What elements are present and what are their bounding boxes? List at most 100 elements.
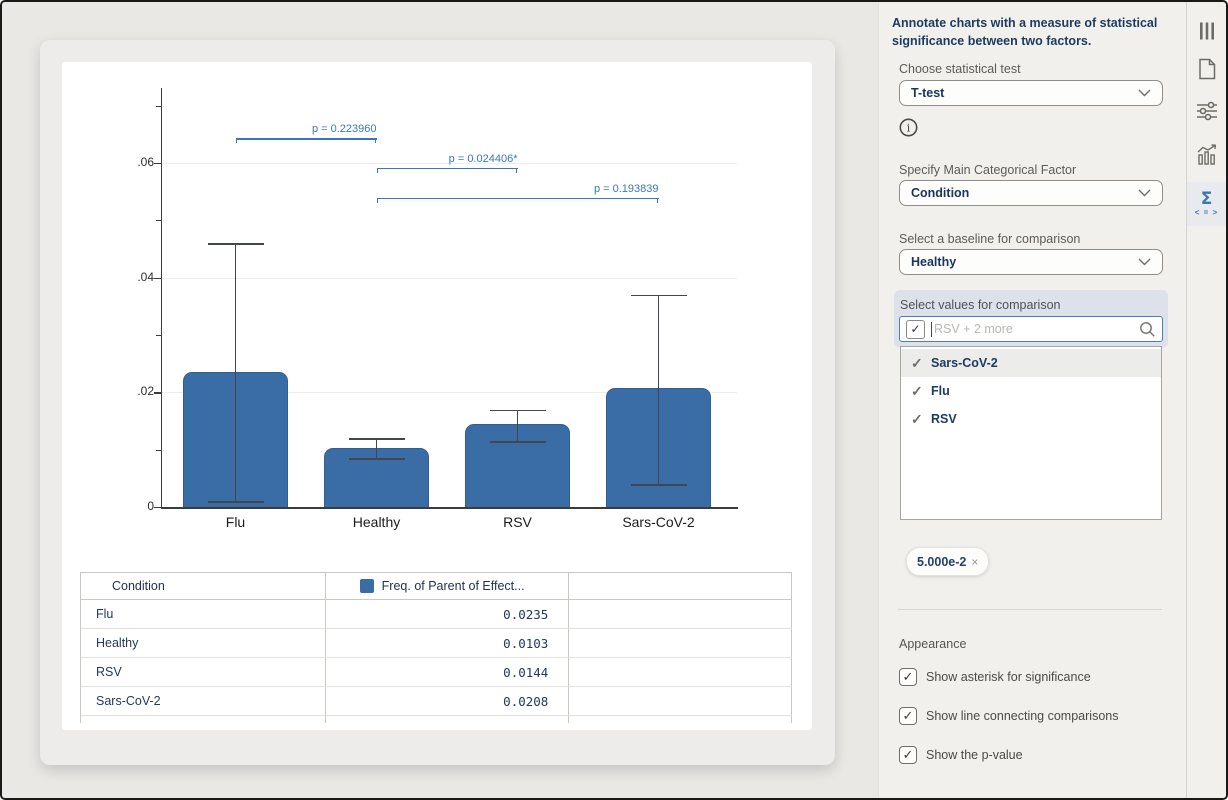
columns-icon[interactable] xyxy=(1187,16,1226,46)
y-axis-tick-label: .04 xyxy=(137,269,154,284)
cell-condition[interactable]: Healthy xyxy=(81,629,326,658)
y-axis-tick-label: .02 xyxy=(137,384,154,399)
error-bar-cap-bottom xyxy=(207,501,264,503)
checkbox-show-asterisk-for-significance[interactable]: ✓ xyxy=(899,668,917,686)
error-bar-cap-bottom xyxy=(630,484,687,486)
comparison-bracket xyxy=(235,138,377,140)
checkbox-show-line-connecting-comparisons[interactable]: ✓ xyxy=(899,707,917,725)
main-factor-select[interactable]: Condition xyxy=(899,180,1163,206)
table-header-condition[interactable]: Condition xyxy=(81,573,326,600)
table-row-rsv: RSV 0.0144 xyxy=(81,658,792,687)
cell-frequency[interactable]: 0.0144 xyxy=(325,658,570,687)
baseline-label: Select a baseline for comparison xyxy=(899,232,1081,246)
x-axis-label-flu: Flu xyxy=(225,514,246,530)
table-header-empty[interactable] xyxy=(569,573,792,600)
p-value-label: p = 0.024406* xyxy=(448,153,518,166)
gridline xyxy=(162,162,737,164)
search-icon[interactable] xyxy=(1139,321,1156,338)
comparison-option-rsv[interactable]: ✓ RSV xyxy=(901,405,1161,433)
cell-condition[interactable]: RSV xyxy=(81,658,326,687)
comparison-option-flu[interactable]: ✓ Flu xyxy=(901,377,1161,405)
y-axis-line xyxy=(160,88,162,508)
checkbox-label: Show line connecting comparisons xyxy=(926,709,1119,723)
chevron-down-icon xyxy=(1138,89,1151,97)
table-row-healthy: Healthy 0.0103 xyxy=(81,629,792,658)
error-bar-cap-top xyxy=(348,438,405,440)
alpha-chip-value: 5.000e-2 xyxy=(917,554,967,569)
error-bar-cap-bottom xyxy=(348,458,405,460)
error-bar-flu xyxy=(234,243,237,502)
table-row-partial xyxy=(81,716,792,723)
check-icon: ✓ xyxy=(911,382,923,399)
comparison-option-sars-cov-2[interactable]: ✓ Sars-CoV-2 xyxy=(901,349,1161,377)
frequency-value: 0.0103 xyxy=(503,635,549,651)
sigma-compare-icon[interactable]: Σ < = > xyxy=(1187,182,1226,226)
y-axis-minor-tick xyxy=(156,449,161,451)
y-axis-tick xyxy=(154,507,161,509)
chart-icon[interactable] xyxy=(1187,140,1226,170)
document-icon[interactable] xyxy=(1187,54,1226,84)
x-axis-label-healthy: Healthy xyxy=(352,514,401,530)
appearance-option-show-the-p-value: ✓ Show the p-value xyxy=(899,746,1023,764)
checkbox-label: Show the p-value xyxy=(926,748,1023,762)
p-value-label: p = 0.193839 xyxy=(593,182,659,195)
cell-empty[interactable] xyxy=(569,687,792,716)
option-label: RSV xyxy=(931,412,957,426)
comparison-bracket xyxy=(376,197,659,200)
cell-frequency[interactable]: 0.0235 xyxy=(325,600,570,629)
y-axis-tick-label: 0 xyxy=(147,499,154,513)
y-axis-minor-tick xyxy=(156,105,161,107)
cell-empty[interactable] xyxy=(569,658,792,687)
comparison-search-input[interactable]: ✓ RSV + 2 more xyxy=(899,316,1163,342)
statistical-test-select[interactable]: T-test xyxy=(899,80,1163,106)
bracket-end-left xyxy=(376,168,378,174)
cell-empty[interactable] xyxy=(569,629,792,658)
info-icon[interactable]: i xyxy=(899,118,918,137)
table-row-flu: Flu 0.0235 xyxy=(81,600,792,629)
error-bar-rsv xyxy=(516,409,519,442)
frequency-table: Condition Freq. of Parent of Effect... Flu… xyxy=(80,572,792,723)
cell-empty[interactable] xyxy=(569,600,792,629)
error-bar-cap-top xyxy=(207,243,264,245)
x-axis-label-rsv: RSV xyxy=(503,514,532,530)
check-icon: ✓ xyxy=(911,354,923,371)
y-axis-minor-tick xyxy=(156,334,161,337)
cell-empty xyxy=(81,716,326,723)
comparison-options-list: ✓ Sars-CoV-2 ✓ Flu ✓ RSV xyxy=(900,346,1162,520)
report-canvas: 0 .02 .04 .06 p = 0.223960 p = 0.024406* p = 0… xyxy=(2,2,878,798)
baseline-select[interactable]: Healthy xyxy=(899,249,1163,275)
x-axis-line xyxy=(160,507,738,509)
main-factor-label: Specify Main Categorical Factor xyxy=(899,163,1077,177)
y-axis-tick xyxy=(154,277,161,279)
error-bar-cap-top xyxy=(630,294,687,297)
appearance-label: Appearance xyxy=(899,637,967,651)
chevron-down-icon xyxy=(1138,258,1151,266)
select-all-checkbox[interactable]: ✓ xyxy=(906,319,925,339)
frequency-value: 0.0208 xyxy=(503,693,549,709)
sigma-compare-glyph: Σ < = > xyxy=(1194,189,1219,217)
statistical-test-label: Choose statistical test xyxy=(899,62,1021,76)
y-axis-tick xyxy=(154,392,161,394)
cell-frequency[interactable]: 0.0208 xyxy=(325,687,570,716)
statistical-test-value: T-test xyxy=(911,86,945,100)
comparison-bracket xyxy=(376,168,518,170)
text-cursor xyxy=(931,321,932,337)
check-icon: ✓ xyxy=(911,410,923,427)
y-axis-tick-label: .06 xyxy=(137,154,154,169)
cell-condition[interactable]: Sars-CoV-2 xyxy=(81,687,326,716)
sidebar-icon-strip: Σ < = > xyxy=(1186,2,1226,798)
table-header-freq-of-parent-of-effect[interactable]: Freq. of Parent of Effect... xyxy=(325,573,570,600)
bracket-end-right xyxy=(657,197,659,203)
bracket-end-right xyxy=(516,168,518,174)
error-bar-healthy xyxy=(375,438,378,459)
divider xyxy=(898,609,1162,610)
gridline xyxy=(162,392,737,394)
chevron-down-icon xyxy=(1138,189,1151,197)
settings-sliders-icon[interactable] xyxy=(1187,96,1226,126)
remove-chip-icon[interactable]: × xyxy=(971,554,979,569)
checkbox-show-the-p-value[interactable]: ✓ xyxy=(899,746,917,764)
cell-frequency[interactable]: 0.0103 xyxy=(325,629,570,658)
cell-condition[interactable]: Flu xyxy=(81,600,326,629)
option-label: Sars-CoV-2 xyxy=(931,356,998,370)
